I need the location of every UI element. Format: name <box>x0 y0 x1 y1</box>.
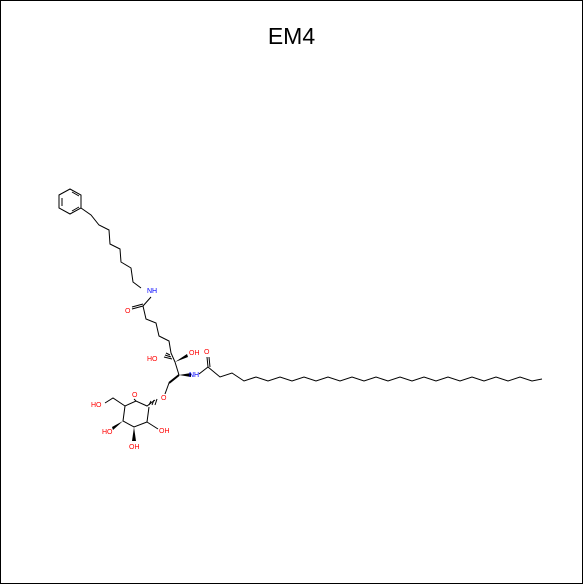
anomeric-hashed-bond <box>148 398 158 406</box>
oh-c3s-label: OH <box>129 444 140 451</box>
oh-c4-label: OH <box>189 350 200 357</box>
c5-chain <box>142 305 176 363</box>
phenyl-ring <box>58 188 82 215</box>
oh-c2s-label: OH <box>159 428 170 435</box>
c2-wedge-bond <box>179 373 191 377</box>
c4-wedge-bond <box>175 354 188 362</box>
c3-hashed-bond <box>163 352 173 360</box>
oh-c4s-label: HO <box>102 429 113 436</box>
sugar-ring <box>122 399 156 428</box>
oh-c6-label: HO <box>91 402 102 409</box>
nh-linker-label: NH <box>147 288 157 295</box>
o-glycosidic-label: O <box>161 395 167 402</box>
c4s-wedge-bond <box>112 421 123 430</box>
nh-amide-label: NH <box>189 372 199 379</box>
hexyl-chain <box>80 207 142 289</box>
fatty-acyl-chain <box>207 366 543 382</box>
o-ring-label: O <box>132 392 138 399</box>
oh-c3-label: HO <box>147 356 158 363</box>
molecule-title: EM4 <box>267 23 316 49</box>
o-linker-label: O <box>125 308 131 315</box>
c3s-wedge-bond <box>132 427 136 441</box>
o-amide-label: O <box>204 349 210 356</box>
